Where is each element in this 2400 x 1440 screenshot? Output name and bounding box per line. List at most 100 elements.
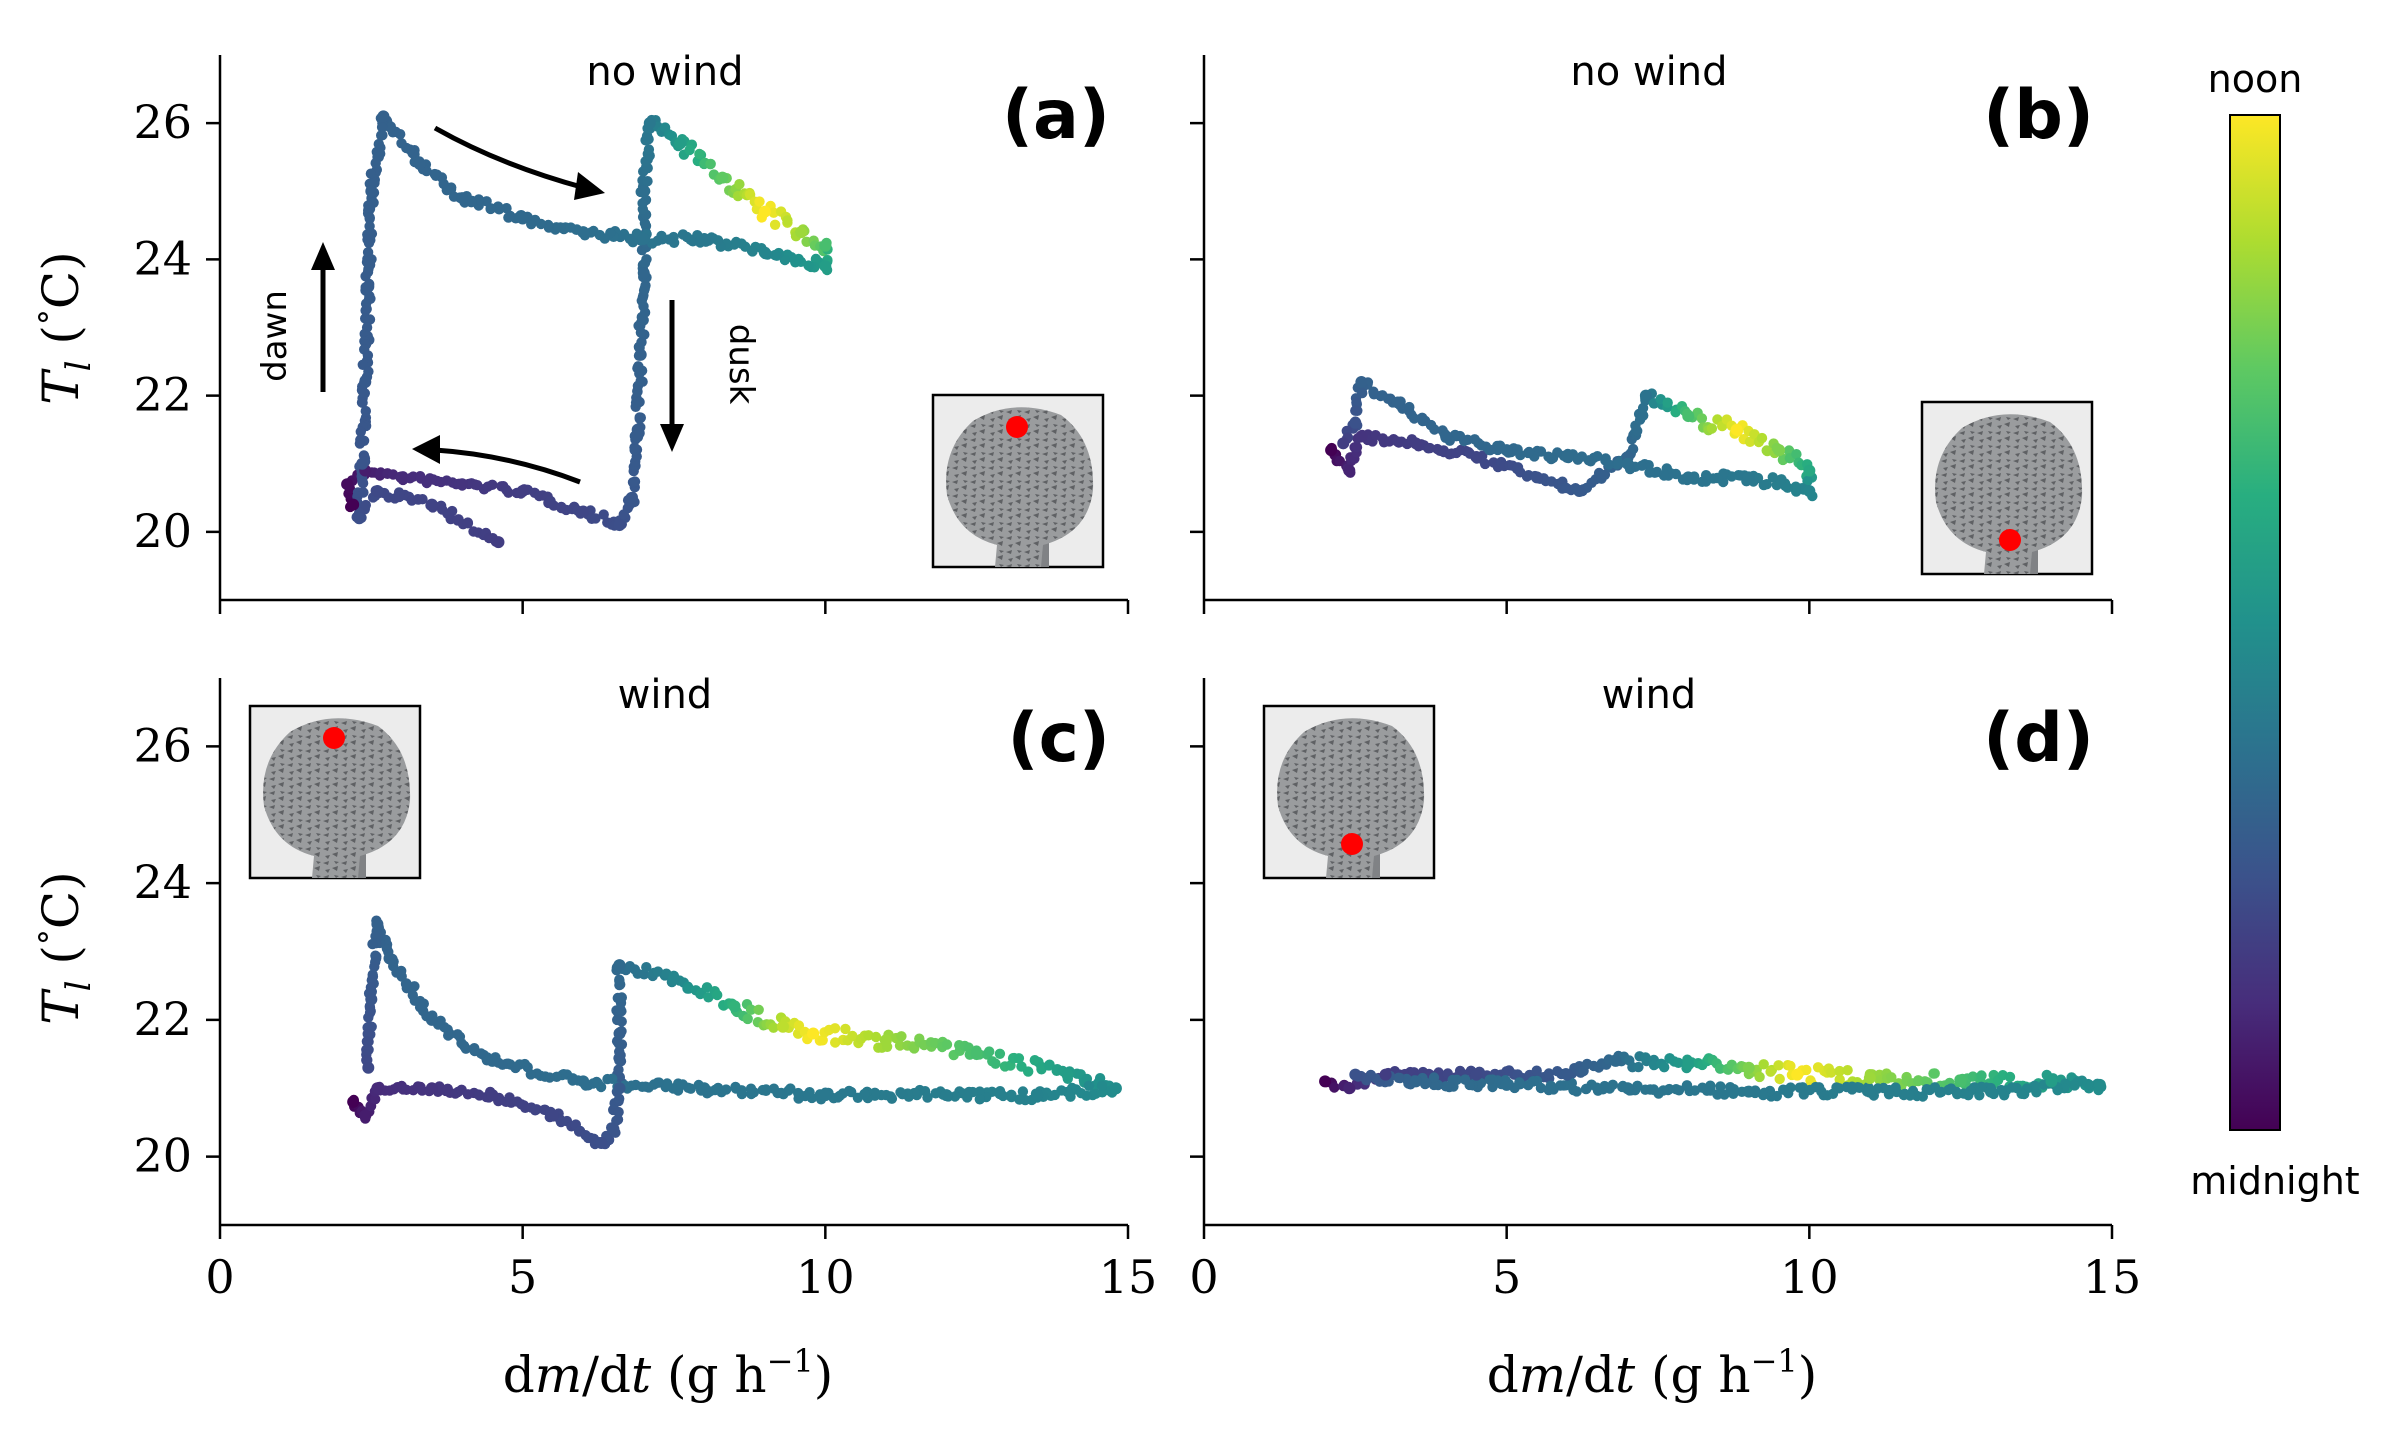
data-point (1522, 447, 1534, 459)
trajectory-vertex (613, 1082, 626, 1095)
trajectory-vertex (456, 192, 469, 205)
y-axis-label-bottom: Tl (°C) (32, 871, 99, 1024)
data-point (840, 1023, 851, 1035)
data-point (1974, 1090, 1985, 1101)
data-point (1754, 1071, 1765, 1083)
pot-stem (1372, 854, 1380, 878)
y-tick-label: 20 (133, 1129, 192, 1183)
trajectory-vertex (613, 519, 626, 532)
data-point (1543, 1084, 1555, 1096)
trajectory-vertex (637, 267, 650, 279)
data-point (2004, 1071, 2016, 1083)
trajectory-vertex (1621, 457, 1634, 470)
trajectory-vertex (1409, 437, 1422, 450)
data-point (530, 1105, 541, 1116)
data-point (757, 1084, 768, 1096)
data-point (1543, 451, 1554, 462)
data-point (590, 513, 601, 524)
data-point (446, 505, 458, 517)
panel-label: (c) (1008, 699, 1110, 778)
colorbar-bottom-label: midnight (2190, 1159, 2359, 1203)
trajectory-vertex (347, 1095, 360, 1108)
data-point (1659, 1062, 1670, 1073)
data-point (1351, 442, 1363, 453)
svg-text:Tl (°C): Tl (°C) (32, 871, 99, 1024)
data-point (1640, 1052, 1651, 1063)
tree-canopy-icon (263, 718, 411, 878)
x-axis-label-right: dm/dt (g h−1) (1487, 1342, 1818, 1404)
data-point (1611, 459, 1623, 470)
trajectory-vertex (362, 1061, 375, 1074)
trajectory-vertex (546, 1109, 559, 1122)
data-point (1599, 469, 1611, 480)
data-point (769, 249, 781, 261)
trajectory-vertex (1319, 1075, 1332, 1088)
trajectory-vertex (758, 246, 771, 259)
data-point (1600, 455, 1611, 466)
x-tick-label: 10 (796, 1250, 855, 1304)
trajectory-vertex (698, 1082, 711, 1095)
tree-inset (1262, 704, 1436, 880)
trajectory-vertex (595, 1136, 608, 1149)
data-point (417, 494, 428, 505)
data-point (894, 1040, 906, 1051)
data-point (1744, 436, 1756, 447)
sensor-marker (1341, 833, 1363, 855)
y-tick-label: 22 (133, 992, 192, 1046)
data-point (1350, 405, 1361, 416)
trajectory-vertex (1349, 416, 1362, 429)
trajectory-vertex (728, 1000, 741, 1013)
trajectory-vertex (377, 110, 390, 123)
data-point (355, 426, 366, 437)
trajectory-vertex (356, 457, 369, 470)
trajectory-vertex (613, 959, 626, 972)
data-point (941, 1039, 953, 1050)
trajectory-vertex (807, 1027, 820, 1040)
trajectory-vertex (1470, 450, 1483, 463)
colorbar: noon midnight (2190, 57, 2359, 1203)
trajectory-vertex (1379, 1068, 1392, 1081)
data-point (803, 260, 814, 271)
trajectory-vertex (668, 972, 680, 985)
data-point (598, 509, 609, 520)
trajectory-vertex (819, 239, 832, 252)
data-point (1022, 1066, 1034, 1077)
x-tick-label: 0 (1189, 1250, 1218, 1304)
data-point (1393, 1072, 1404, 1084)
trajectory-vertex (1742, 1061, 1755, 1074)
trajectory-vertex (516, 485, 529, 497)
dusk-label: dusk (721, 324, 761, 405)
pot-stem (2030, 550, 2038, 574)
data-point (1773, 1060, 1784, 1071)
data-point (1681, 1080, 1693, 1091)
y-tick-label: 22 (133, 368, 192, 422)
svg-text:dm/dt (g h−1): dm/dt (g h−1) (1487, 1342, 1818, 1404)
trajectory-vertex (674, 137, 687, 150)
data-point (830, 1037, 841, 1048)
data-point (742, 1013, 753, 1025)
data-point (1580, 1083, 1592, 1095)
data-point (769, 219, 781, 230)
trajectory-vertex (625, 491, 638, 504)
data-point (1771, 479, 1783, 491)
panel-d: 0 5 10 15 wind (d) (1189, 672, 2141, 1304)
trajectory-vertex (486, 1089, 499, 1102)
sensor-marker (1999, 529, 2021, 551)
data-point (1697, 476, 1708, 487)
trajectory-vertex (1440, 430, 1453, 443)
tree-canopy-icon (1277, 718, 1425, 878)
data-point (847, 1030, 858, 1042)
trajectory-vertex (1409, 1075, 1422, 1088)
trajectory-vertex (1954, 1075, 1967, 1088)
data-point (1662, 397, 1673, 408)
data-point (1014, 1094, 1025, 1105)
trajectory-vertex (1343, 1082, 1356, 1095)
condition-label: wind (618, 672, 713, 718)
data-point (2068, 1079, 2080, 1091)
trajectory-vertex (776, 1020, 789, 1033)
trajectory-vertex (758, 205, 771, 218)
data-point (754, 196, 765, 207)
trajectory-vertex (1355, 430, 1368, 443)
trajectory-vertex (795, 226, 808, 239)
data-point (616, 992, 627, 1003)
